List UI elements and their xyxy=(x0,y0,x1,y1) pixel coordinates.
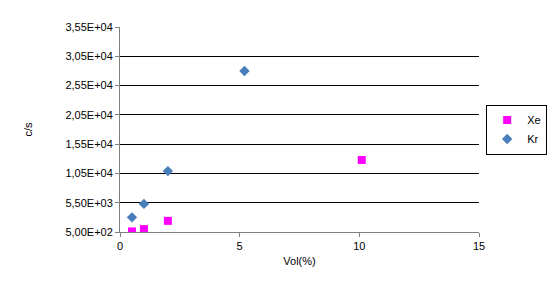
svg-text:0: 0 xyxy=(117,240,123,252)
svg-text:5,50E+03: 5,50E+03 xyxy=(65,197,112,209)
svg-text:2,55E+04: 2,55E+04 xyxy=(65,79,112,91)
svg-text:c/s: c/s xyxy=(22,122,34,137)
svg-text:Vol(%): Vol(%) xyxy=(283,255,315,267)
svg-text:3,55E+04: 3,55E+04 xyxy=(65,21,112,33)
svg-text:5: 5 xyxy=(237,240,243,252)
svg-text:5,00E+02: 5,00E+02 xyxy=(65,226,112,238)
svg-text:15: 15 xyxy=(473,240,485,252)
svg-text:Xe: Xe xyxy=(527,114,540,126)
svg-text:Kr: Kr xyxy=(527,133,538,145)
svg-text:1,05E+04: 1,05E+04 xyxy=(65,167,112,179)
svg-text:10: 10 xyxy=(353,240,365,252)
svg-text:1,55E+04: 1,55E+04 xyxy=(65,138,112,150)
svg-text:3,05E+04: 3,05E+04 xyxy=(65,50,112,62)
svg-text:2,05E+04: 2,05E+04 xyxy=(65,109,112,121)
